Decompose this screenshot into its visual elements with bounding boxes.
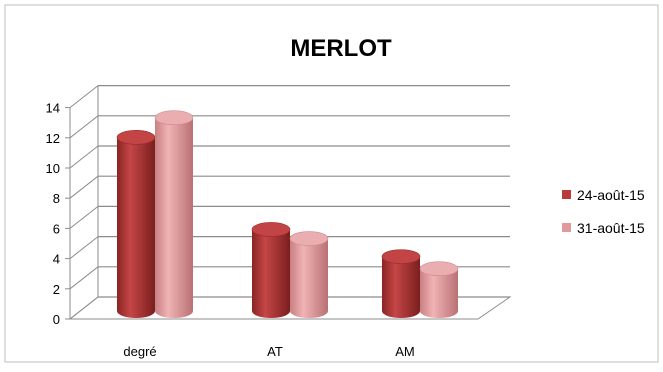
bar-body — [382, 256, 420, 318]
gridline-side — [69, 85, 99, 108]
y-tick-label: 10 — [46, 161, 60, 176]
gridline-side — [69, 115, 99, 139]
gridline-side — [69, 206, 99, 229]
bar-top — [381, 249, 421, 264]
gridline-side — [69, 145, 99, 169]
bar-degré-0 — [116, 130, 156, 318]
legend-label-1: 31-août-15 — [577, 220, 645, 236]
bar-body — [420, 268, 458, 318]
legend-label-0: 24-août-15 — [577, 187, 645, 203]
y-tick-label: 4 — [53, 252, 60, 267]
gridline-side — [69, 266, 99, 290]
y-tick-label: 0 — [53, 312, 60, 327]
bar-top — [289, 231, 329, 246]
bar-AT-0 — [251, 222, 291, 318]
bar-body — [290, 238, 328, 318]
legend-swatch-0 — [562, 190, 571, 199]
bar-body — [117, 137, 155, 318]
chart-title: MERLOT — [290, 35, 392, 62]
y-tick-label: 6 — [53, 221, 60, 236]
gridline-side — [69, 236, 99, 259]
y-tick-label: 12 — [46, 131, 60, 146]
y-axis: 0 2 4 6 8 10 12 14 — [46, 101, 70, 327]
legend: 24-août-15 31-août-15 — [562, 187, 645, 236]
back-wall — [98, 85, 510, 297]
gridline-side — [69, 296, 99, 320]
legend-swatch-1 — [562, 223, 571, 232]
y-tick-label: 14 — [46, 101, 60, 116]
x-tick-label: degré — [123, 344, 156, 359]
bar-top — [251, 222, 291, 237]
x-tick-label: AT — [267, 344, 283, 359]
bar-AM-0 — [381, 249, 421, 318]
bar-body — [252, 229, 290, 318]
bars — [116, 110, 459, 318]
bar-top — [419, 261, 459, 277]
bar-top — [154, 110, 194, 126]
y-tick-label: 2 — [53, 282, 60, 297]
bar-top — [116, 130, 156, 145]
bar-AT-1 — [289, 231, 329, 318]
x-axis: degré AT AM — [123, 344, 414, 359]
bar-AM-1 — [419, 261, 459, 318]
y-tick-label: 8 — [53, 191, 60, 206]
bar-body — [155, 117, 193, 318]
x-tick-label: AM — [395, 344, 415, 359]
bar-degré-1 — [154, 110, 194, 318]
gridline-side — [69, 175, 99, 199]
